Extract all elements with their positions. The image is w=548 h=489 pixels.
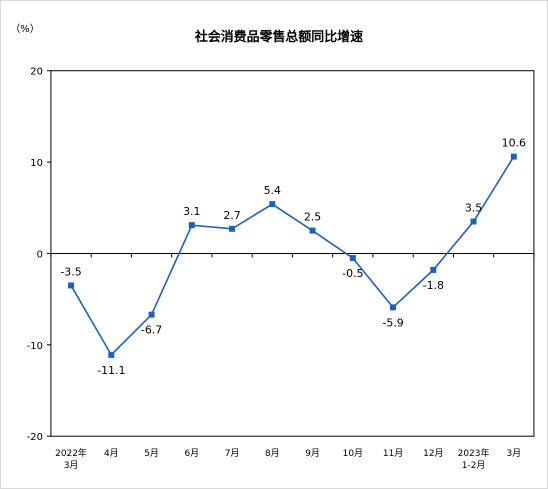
x-tick-label: 9月 [305, 448, 320, 459]
x-tick-label: 7月 [225, 448, 240, 459]
y-tick-label: 0 [37, 249, 43, 260]
y-unit-label: （%） [10, 23, 39, 35]
data-label: -11.1 [97, 364, 125, 377]
x-tick-label: 4月 [104, 448, 119, 459]
data-point [229, 225, 236, 232]
x-tick-label: 12月 [423, 448, 443, 459]
data-label: -3.5 [60, 265, 81, 278]
data-point [349, 255, 356, 262]
data-point [108, 351, 115, 358]
x-tick-label: 5月 [144, 448, 159, 459]
y-tick-label: -10 [27, 341, 43, 352]
data-point [510, 153, 517, 160]
x-tick-label: 2023年 [458, 447, 490, 459]
data-point [470, 218, 477, 225]
x-tick-label: 8月 [265, 448, 280, 459]
x-tick-label: 11月 [383, 448, 403, 459]
data-point [68, 282, 75, 289]
data-label: 5.4 [264, 184, 281, 197]
data-point [390, 304, 397, 311]
data-point [430, 266, 437, 273]
data-label: 3.1 [183, 205, 200, 218]
y-tick-label: -20 [27, 432, 43, 443]
x-tick-label: 10月 [343, 448, 363, 459]
data-point [269, 201, 276, 208]
data-point [188, 222, 195, 229]
data-label: -6.7 [141, 324, 162, 337]
y-tick-label: 20 [30, 67, 43, 78]
y-tick-label: 10 [30, 158, 43, 169]
data-label: -5.9 [382, 316, 403, 329]
data-point [148, 311, 155, 318]
x-tick-label-line2: 3月 [64, 460, 79, 471]
x-tick-label: 6月 [184, 448, 199, 459]
x-tick-label-line2: 1-2月 [462, 460, 486, 471]
data-label: 3.5 [465, 202, 482, 215]
data-label: 10.6 [502, 137, 526, 150]
x-tick-label: 2022年 [55, 447, 87, 459]
data-label: -1.8 [423, 279, 444, 292]
data-label: 2.5 [304, 211, 321, 224]
x-tick-label: 3月 [506, 448, 521, 459]
chart-title: 社会消费品零售总额同比增速 [194, 29, 363, 45]
data-label: -0.5 [342, 267, 363, 280]
data-label: 2.7 [223, 209, 240, 222]
data-point [309, 227, 316, 234]
series-line [70, 156, 515, 357]
